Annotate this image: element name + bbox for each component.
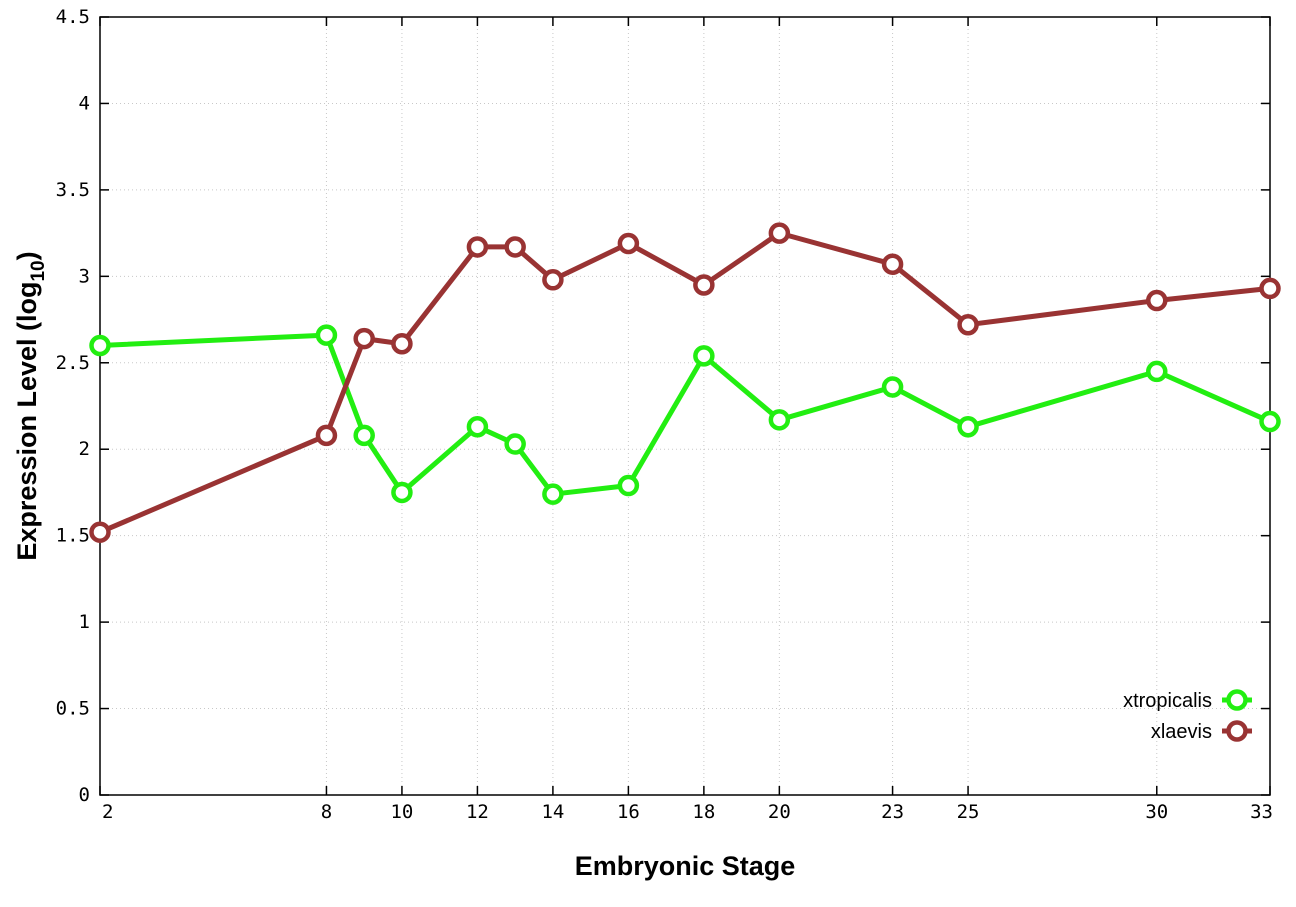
data-point-xtropicalis [542,483,564,505]
x-tick-label: 12 [466,801,489,823]
x-tick-label: 10 [390,801,413,823]
data-point-xlaevis [768,222,791,244]
legend: xtropicalis xlaevis [1123,689,1252,743]
data-point-xtropicalis [315,324,338,346]
data-point-xtropicalis [391,481,413,504]
data-point-xlaevis [89,521,111,543]
data-point-xtropicalis [353,424,375,447]
x-axis-tick-labels: 2 8 10 12 14 16 18 20 23 25 30 33 [102,801,1273,823]
data-point-xlaevis [617,232,640,255]
y-tick-label: 4.5 [56,6,90,28]
legend-label-xlaevis: xlaevis [1151,721,1212,743]
y-axis-title-close: ) [12,251,42,260]
data-point-xlaevis [957,313,979,336]
y-tick-label: 2.5 [56,352,90,374]
data-point-xtropicalis [466,415,489,438]
data-point-xlaevis [1259,277,1281,300]
x-tick-label: 16 [617,801,640,823]
plot-frame [99,16,1271,796]
y-tick-label: 0 [79,784,90,806]
data-point-xlaevis [693,274,715,296]
data-point-xlaevis [542,269,564,291]
data-point-xtropicalis [617,474,640,497]
data-point-xlaevis [391,333,413,355]
x-tick-label: 25 [957,801,980,823]
x-tick-label: 30 [1145,801,1168,823]
series-line-xtropicalis [99,332,1272,497]
data-point-xlaevis [881,253,904,275]
y-tick-label: 2 [79,438,90,460]
legend-marker-xlaevis [1226,720,1248,742]
data-point-xtropicalis [504,433,526,455]
y-tick-label: 0.5 [56,698,90,720]
x-tick-label: 23 [881,801,904,823]
data-point-xtropicalis [768,409,791,431]
y-tick-label: 1.5 [56,525,90,547]
y-tick-label: 3.5 [56,179,90,201]
data-point-xlaevis [466,236,489,258]
y-tick-label: 4 [79,92,90,114]
x-tick-label: 2 [102,801,113,823]
y-axis-title: Expression Level (log10) [12,251,49,560]
data-point-xlaevis [1146,289,1168,312]
axis-ticks [99,16,1271,796]
x-tick-label: 18 [692,801,715,823]
series-line-xlaevis [99,230,1271,535]
data-point-xlaevis [504,236,526,258]
data-point-xtropicalis [1259,410,1281,433]
data-point-xlaevis [353,327,375,350]
data-point-xtropicalis [693,345,715,367]
series-xtropicalis [89,324,1281,505]
legend-marker-xtropicalis [1226,689,1248,711]
x-axis-title: Embryonic Stage [575,851,796,881]
series-layer [89,222,1281,543]
x-tick-label: 8 [321,801,332,823]
data-point-xlaevis [315,424,338,447]
legend-label-xtropicalis: xtropicalis [1123,690,1212,712]
y-axis-tick-labels: 0 0.5 1 1.5 2 2.5 3 3.5 4 4.5 [56,6,90,806]
data-point-xtropicalis [957,415,979,438]
series-xlaevis [89,222,1281,543]
y-axis-title-main: Expression Level (log [12,282,42,561]
x-tick-label: 20 [768,801,791,823]
data-point-xtropicalis [1146,360,1168,383]
x-tick-label: 14 [541,801,564,823]
y-tick-label: 1 [79,611,90,633]
data-point-xtropicalis [89,334,111,357]
y-tick-label: 3 [79,265,90,287]
grid-lines [100,17,1270,795]
x-tick-label: 33 [1250,801,1273,823]
y-axis-title-subscript: 10 [28,260,49,281]
data-point-xtropicalis [881,376,904,398]
